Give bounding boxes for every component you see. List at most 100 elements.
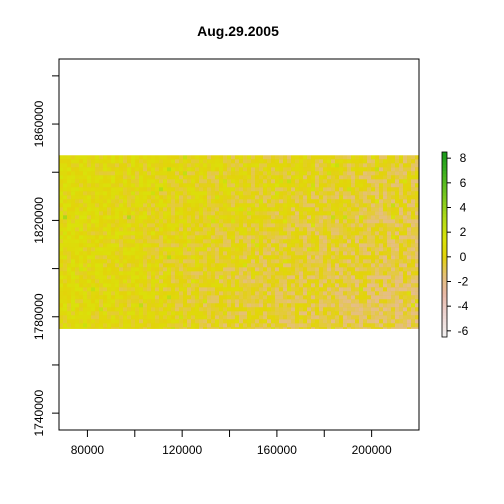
raster-cell bbox=[83, 291, 87, 296]
raster-cell bbox=[271, 223, 275, 228]
raster-cell bbox=[295, 215, 299, 220]
raster-cell bbox=[391, 267, 395, 272]
raster-cell bbox=[123, 239, 127, 244]
raster-cell bbox=[67, 307, 71, 312]
raster-cell bbox=[375, 263, 379, 268]
raster-cell bbox=[155, 315, 159, 320]
raster-cell bbox=[239, 267, 243, 272]
raster-cell bbox=[335, 191, 339, 196]
raster-cell bbox=[203, 287, 207, 292]
raster-cell bbox=[91, 299, 95, 304]
raster-cell bbox=[415, 263, 419, 268]
raster-cell bbox=[207, 327, 211, 329]
raster-cell bbox=[151, 191, 155, 196]
raster-cell bbox=[339, 191, 343, 196]
raster-cell bbox=[283, 167, 287, 172]
raster-cell bbox=[359, 219, 363, 224]
raster-cell bbox=[271, 175, 275, 180]
raster-cell bbox=[299, 175, 303, 180]
raster-cell bbox=[247, 327, 251, 329]
raster-cell bbox=[167, 311, 171, 316]
raster-cell bbox=[115, 163, 119, 168]
raster-cell bbox=[331, 163, 335, 168]
raster-cell bbox=[375, 235, 379, 240]
raster-cell bbox=[239, 195, 243, 200]
raster-cell bbox=[151, 267, 155, 272]
raster-cell bbox=[235, 259, 239, 264]
raster-cell bbox=[339, 319, 343, 324]
raster-cell bbox=[275, 303, 279, 308]
raster-cell bbox=[363, 299, 367, 304]
raster-cell bbox=[335, 227, 339, 232]
raster-cell bbox=[379, 211, 383, 216]
raster-cell bbox=[119, 175, 123, 180]
raster-cell bbox=[375, 187, 379, 192]
raster-cell bbox=[223, 175, 227, 180]
raster-cell bbox=[63, 187, 67, 192]
raster-cell bbox=[367, 259, 371, 264]
raster-cell bbox=[151, 215, 155, 220]
raster-cell bbox=[111, 211, 115, 216]
raster-cell bbox=[139, 243, 143, 248]
raster-cell bbox=[83, 159, 87, 164]
raster-cell bbox=[127, 187, 131, 192]
raster-cell bbox=[163, 295, 167, 300]
raster-cell bbox=[311, 171, 315, 176]
raster-cell bbox=[323, 163, 327, 168]
raster-cell bbox=[151, 195, 155, 200]
raster-cell bbox=[167, 319, 171, 324]
raster-cell bbox=[323, 319, 327, 324]
raster-cell bbox=[223, 231, 227, 236]
raster-cell bbox=[123, 195, 127, 200]
raster-cell bbox=[251, 247, 255, 252]
raster-cell bbox=[107, 231, 111, 236]
raster-cell bbox=[411, 215, 415, 220]
raster-cell bbox=[175, 191, 179, 196]
raster-cell bbox=[211, 243, 215, 248]
raster-cell bbox=[367, 267, 371, 272]
raster-cell bbox=[283, 191, 287, 196]
raster-cell bbox=[399, 155, 403, 160]
raster-cell bbox=[271, 283, 275, 288]
raster-cell bbox=[63, 191, 67, 196]
raster-cell bbox=[59, 323, 63, 328]
raster-cell bbox=[387, 243, 391, 248]
raster-cell bbox=[323, 239, 327, 244]
raster-cell bbox=[175, 179, 179, 184]
legend-swatch bbox=[442, 269, 447, 273]
raster-cell bbox=[335, 307, 339, 312]
raster-cell bbox=[387, 215, 391, 220]
raster-cell bbox=[227, 175, 231, 180]
raster-cell bbox=[219, 223, 223, 228]
raster-cell bbox=[319, 171, 323, 176]
y-tick-label: 1860000 bbox=[32, 100, 46, 147]
raster-cell bbox=[75, 155, 79, 160]
raster-cell bbox=[343, 259, 347, 264]
raster-cell bbox=[231, 223, 235, 228]
raster-cell bbox=[71, 171, 75, 176]
raster-cell bbox=[167, 291, 171, 296]
raster-cell bbox=[327, 275, 331, 280]
raster-cell bbox=[147, 295, 151, 300]
raster-cell bbox=[115, 291, 119, 296]
raster-cell bbox=[255, 179, 259, 184]
y-tick-label: 1780000 bbox=[32, 293, 46, 340]
raster-cell bbox=[191, 275, 195, 280]
raster-cell bbox=[227, 319, 231, 324]
raster-cell bbox=[287, 223, 291, 228]
raster-cell bbox=[215, 327, 219, 329]
raster-cell bbox=[327, 203, 331, 208]
raster-cell bbox=[295, 315, 299, 320]
raster-cell bbox=[111, 167, 115, 172]
raster-cell bbox=[159, 243, 163, 248]
raster-cell bbox=[103, 239, 107, 244]
raster-cell bbox=[375, 279, 379, 284]
raster-cell bbox=[215, 291, 219, 296]
raster-cell bbox=[287, 195, 291, 200]
raster-cell bbox=[239, 223, 243, 228]
raster-cell bbox=[331, 267, 335, 272]
raster-cell bbox=[335, 159, 339, 164]
raster-cell bbox=[179, 299, 183, 304]
raster-cell bbox=[103, 307, 107, 312]
raster-cell bbox=[203, 183, 207, 188]
